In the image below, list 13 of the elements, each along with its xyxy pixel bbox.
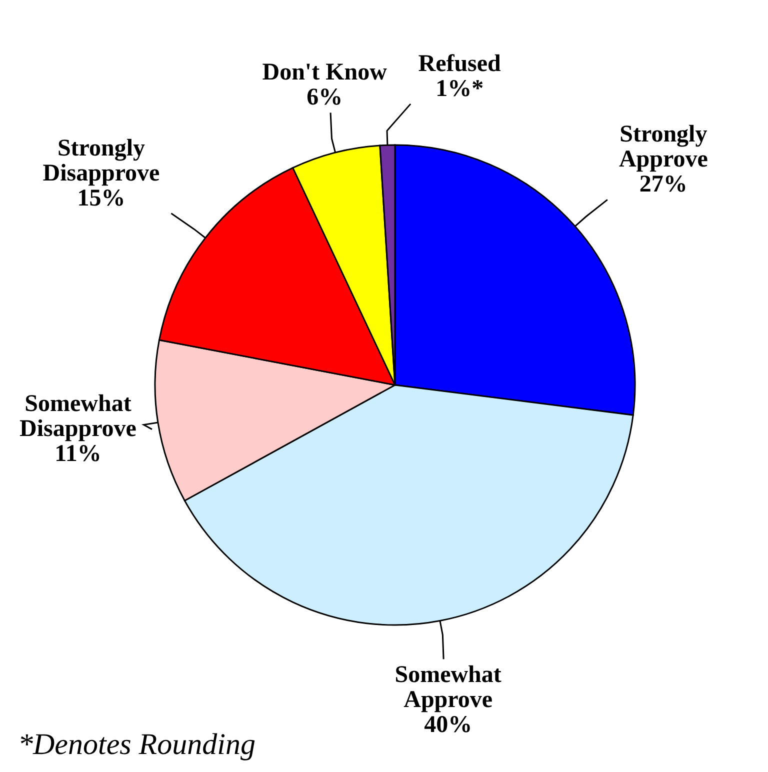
data-label: 11%	[54, 440, 102, 467]
slice-label: Don't Know	[262, 60, 388, 86]
data-label: 27%	[639, 172, 688, 198]
slice-label: Refused	[418, 50, 502, 77]
slice-label: Somewhat Approve	[394, 662, 502, 714]
slice-label: Strongly Approve	[618, 122, 708, 173]
slice-label: Somewhat Disapprove	[20, 390, 137, 442]
data-label: 15%	[77, 185, 126, 212]
text: *Denotes Rounding	[18, 728, 256, 761]
data-label: 1%*	[436, 76, 484, 102]
data-label: 6%	[306, 84, 343, 111]
data-label: 40%	[424, 712, 472, 738]
slice-label: Strongly Disapprove	[42, 135, 160, 186]
